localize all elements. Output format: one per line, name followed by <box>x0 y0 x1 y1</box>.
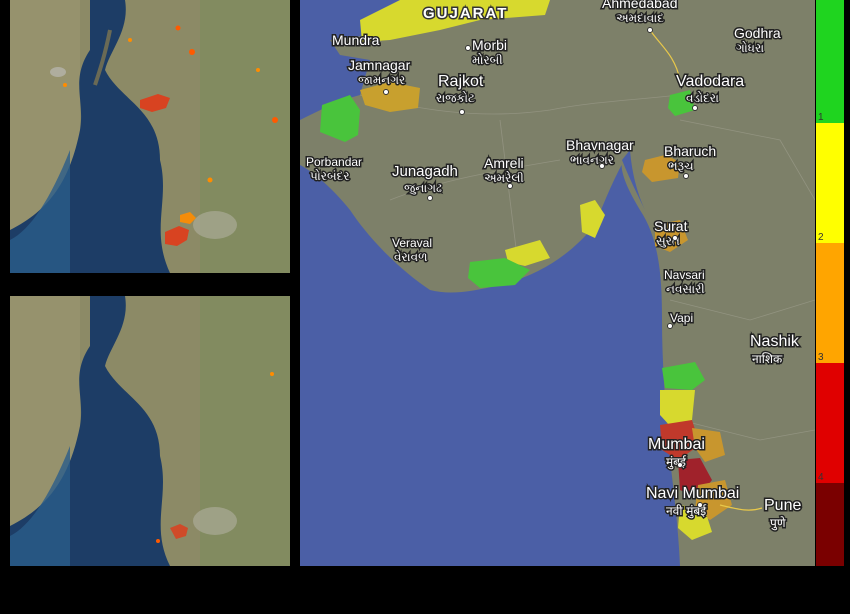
city-label-bharuch: Bharuch <box>664 143 716 159</box>
city-local-label-porbandar: પોરબંદર <box>310 169 350 183</box>
legend-tick-3: 3 <box>818 352 824 363</box>
city-local-label-godhra: ગોધરા <box>736 41 764 55</box>
city-markers <box>383 27 703 508</box>
legend-swatch-3 <box>816 243 844 363</box>
risk-regions <box>320 0 732 540</box>
city-label-navi-mumbai: Navi Mumbai <box>646 485 739 502</box>
city-local-label-vadodara: વડોદરા <box>686 91 719 105</box>
urban-area <box>193 211 237 239</box>
city-local-label-morbi: મોરબી <box>472 53 503 67</box>
city-local-label-rajkot: રાજકોટ <box>436 91 475 105</box>
city-local-label-nashik: नाशिक <box>752 352 783 366</box>
state-label: GUJARAT <box>423 5 508 22</box>
flood-highlight-regions <box>156 372 274 543</box>
city-label-porbandar: Porbandar <box>306 155 362 169</box>
city-local-label-jamnagar: જામનગર <box>358 73 405 87</box>
city-label-mundra: Mundra <box>332 32 380 48</box>
legend-swatch-1 <box>816 0 844 123</box>
city-label-bhavnagar: Bhavnagar <box>566 137 634 153</box>
city-local-label-junagadh: જુનાગઢ <box>404 181 442 195</box>
city-label-pune: Pune <box>764 497 801 514</box>
region-map[interactable]: GUJARAT Ahmedabad અમદાવાદ Godhra ગોધરા M… <box>300 0 815 566</box>
map-labels: GUJARAT Ahmedabad અમદાવાદ Godhra ગોધરા M… <box>305 0 803 533</box>
legend-tick-1: 1 <box>818 112 824 123</box>
city-label-veraval: Veraval <box>392 236 432 250</box>
risk-level-legend: 1 2 3 4 <box>816 0 844 566</box>
city-label-ahmedabad: Ahmedabad <box>602 0 678 11</box>
city-local-label-ahmedabad: અમદાવાદ <box>616 11 664 25</box>
city-label-nashik: Nashik <box>750 333 800 350</box>
city-label-vapi: Vapi <box>670 311 693 325</box>
city-local-label-mumbai: मुंबई <box>666 455 687 470</box>
satellite-image-top <box>10 0 290 273</box>
city-label-surat: Surat <box>654 218 688 234</box>
city-label-junagadh: Junagadh <box>392 163 458 180</box>
city-local-label-bhavnagar: ભાવનગર <box>570 153 614 167</box>
city-local-label-bharuch: ભરૂચ <box>668 159 694 173</box>
legend-tick-2: 2 <box>818 232 824 243</box>
city-label-godhra: Godhra <box>734 25 781 41</box>
city-label-mumbai: Mumbai <box>648 436 705 453</box>
city-label-vadodara: Vadodara <box>676 73 744 90</box>
city-label-jamnagar: Jamnagar <box>348 57 411 73</box>
legend-tick-4: 4 <box>818 472 824 483</box>
city-local-label-navsari: નવસારી <box>666 282 705 296</box>
satellite-image-bottom <box>10 296 290 566</box>
city-local-label-amreli: અમરેલી <box>484 171 524 185</box>
flood-highlight-regions <box>63 25 278 246</box>
city-label-amreli: Amreli <box>484 155 524 171</box>
city-local-label-pune: पुणे <box>770 516 786 531</box>
legend-swatch-2 <box>816 123 844 243</box>
city-label-navsari: Navsari <box>664 268 705 282</box>
legend-swatch-4 <box>816 363 844 483</box>
highway-routes <box>649 29 763 511</box>
urban-area <box>193 507 237 535</box>
city-local-label-veraval: વેરાવળ <box>394 250 427 264</box>
city-label-rajkot: Rajkot <box>438 73 484 90</box>
city-label-morbi: Morbi <box>472 37 507 53</box>
legend-swatch-5 <box>816 483 844 566</box>
city-local-label-navi-mumbai: नवी मुंबई <box>666 504 707 519</box>
